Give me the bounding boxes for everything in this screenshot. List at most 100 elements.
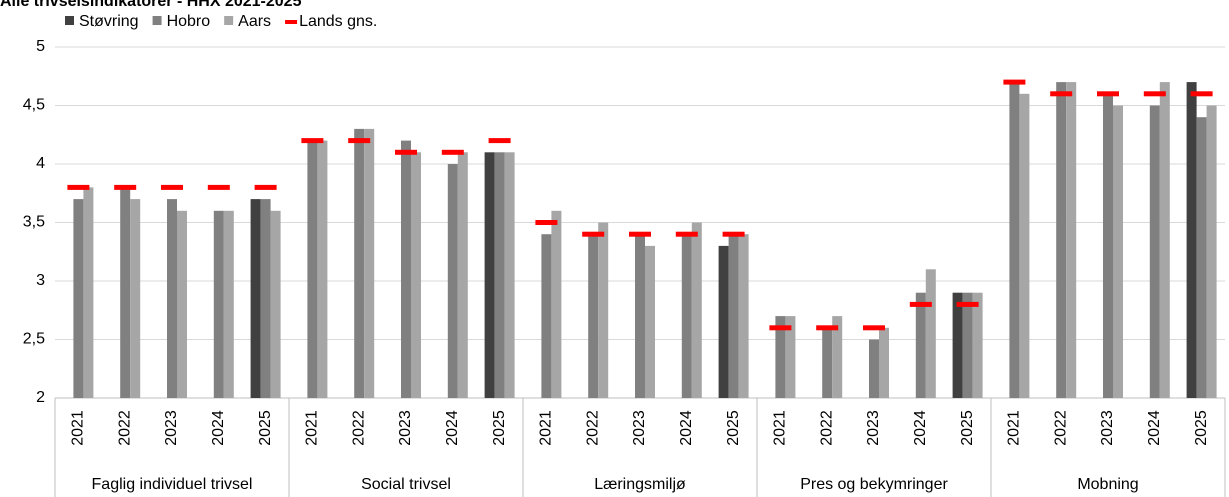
y-tick-label: 5 bbox=[36, 38, 45, 55]
bar bbox=[270, 210, 281, 398]
y-tick-label: 3,5 bbox=[23, 214, 45, 231]
bar bbox=[130, 199, 141, 398]
bar bbox=[1066, 82, 1077, 398]
average-marker bbox=[956, 301, 979, 307]
average-marker bbox=[67, 184, 90, 190]
bar bbox=[213, 210, 224, 398]
bar bbox=[250, 199, 261, 398]
average-marker bbox=[1003, 79, 1026, 85]
average-marker bbox=[1190, 91, 1213, 97]
bar bbox=[738, 234, 749, 398]
bar bbox=[1056, 82, 1067, 398]
x-tick-label: 2025 bbox=[959, 410, 976, 446]
x-tick-label: 2023 bbox=[397, 410, 414, 446]
bar bbox=[718, 245, 729, 398]
group-label: Faglig individuel trivsel bbox=[92, 476, 253, 493]
bar bbox=[832, 316, 843, 398]
bar bbox=[1149, 105, 1160, 398]
x-tick-label: 2022 bbox=[350, 410, 367, 446]
bar bbox=[1186, 82, 1197, 398]
y-tick-label: 4 bbox=[36, 155, 45, 172]
average-marker bbox=[441, 149, 464, 155]
bar bbox=[588, 234, 599, 398]
legend-swatch bbox=[152, 16, 162, 25]
bar bbox=[83, 187, 94, 398]
bar bbox=[120, 187, 131, 398]
average-marker bbox=[722, 231, 745, 237]
y-tick-label: 3 bbox=[36, 272, 45, 289]
bar bbox=[1196, 117, 1207, 398]
average-marker bbox=[1097, 91, 1119, 97]
average-marker bbox=[348, 138, 371, 144]
x-tick-label: 2022 bbox=[116, 410, 133, 446]
bar bbox=[541, 234, 552, 398]
x-tick-label: 2022 bbox=[584, 410, 601, 446]
bar bbox=[167, 199, 177, 398]
bar bbox=[317, 140, 328, 398]
bar bbox=[1113, 105, 1123, 398]
bar bbox=[177, 210, 187, 398]
bar bbox=[962, 292, 973, 398]
average-marker bbox=[254, 184, 277, 190]
bar bbox=[457, 152, 468, 398]
bar bbox=[1159, 82, 1170, 398]
x-tick-label: 2025 bbox=[725, 410, 742, 446]
legend-label: Hobro bbox=[167, 13, 211, 30]
bar bbox=[494, 152, 505, 398]
x-tick-label: 2023 bbox=[865, 410, 882, 446]
x-tick-label: 2022 bbox=[818, 410, 835, 446]
bar bbox=[260, 199, 271, 398]
bar bbox=[645, 245, 655, 398]
legend-swatch bbox=[224, 16, 234, 25]
legend-label: Aars bbox=[238, 13, 271, 30]
average-marker bbox=[1143, 91, 1166, 97]
bar bbox=[775, 316, 786, 398]
average-marker bbox=[675, 231, 698, 237]
average-marker bbox=[207, 184, 230, 190]
bar bbox=[785, 316, 796, 398]
bar bbox=[972, 292, 983, 398]
bar bbox=[1009, 82, 1020, 398]
bar bbox=[1019, 93, 1030, 399]
x-tick-label: 2023 bbox=[631, 410, 648, 446]
x-tick-label: 2021 bbox=[772, 410, 789, 446]
bar bbox=[73, 199, 84, 398]
y-tick-label: 2,5 bbox=[23, 331, 45, 348]
x-tick-label: 2021 bbox=[304, 410, 321, 446]
average-marker bbox=[769, 325, 792, 331]
group-label: Pres og bekymringer bbox=[800, 476, 948, 493]
x-tick-label: 2021 bbox=[538, 410, 555, 446]
x-tick-label: 2024 bbox=[444, 410, 461, 446]
x-tick-label: 2021 bbox=[70, 410, 87, 446]
y-tick-label: 2 bbox=[36, 389, 45, 406]
group-label: Læringsmiljø bbox=[594, 476, 686, 493]
x-tick-label: 2023 bbox=[1099, 410, 1116, 446]
bar bbox=[822, 327, 833, 398]
average-marker bbox=[863, 325, 885, 331]
x-tick-label: 2022 bbox=[1052, 410, 1069, 446]
bar bbox=[307, 140, 318, 398]
bar bbox=[447, 164, 458, 398]
legend-swatch bbox=[285, 20, 298, 24]
average-marker bbox=[301, 138, 324, 144]
group-label: Mobning bbox=[1077, 476, 1138, 493]
bar bbox=[869, 339, 879, 398]
average-marker bbox=[114, 184, 137, 190]
bar bbox=[401, 140, 411, 398]
bar bbox=[504, 152, 515, 398]
bar bbox=[354, 128, 365, 398]
legend-label: Lands gns. bbox=[299, 13, 377, 30]
x-tick-label: 2021 bbox=[1006, 410, 1023, 446]
bar bbox=[879, 327, 889, 398]
bar bbox=[411, 152, 421, 398]
group-label: Social trivsel bbox=[361, 476, 451, 493]
x-tick-label: 2025 bbox=[1193, 410, 1210, 446]
bar bbox=[598, 222, 609, 398]
average-marker bbox=[395, 149, 417, 155]
average-marker bbox=[1050, 91, 1073, 97]
x-tick-label: 2023 bbox=[163, 410, 180, 446]
bar bbox=[223, 210, 234, 398]
bar bbox=[915, 292, 926, 398]
legend-label: Støvring bbox=[79, 13, 139, 30]
